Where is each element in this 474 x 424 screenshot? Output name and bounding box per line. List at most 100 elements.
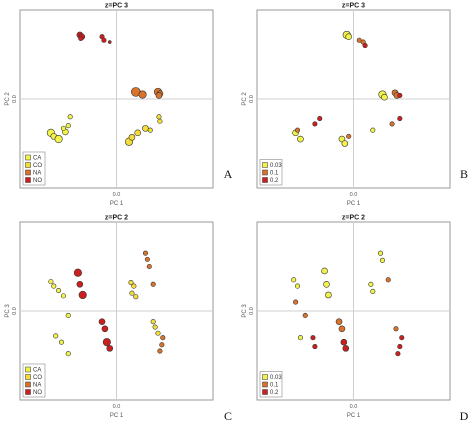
data-point [129,290,135,296]
data-point [395,351,401,357]
data-point [60,125,66,131]
x-tick-label: 0.0 [350,404,358,410]
data-point [385,277,391,283]
data-point [65,312,71,319]
data-point [377,250,384,256]
series-co [128,279,161,336]
data-point [393,326,399,332]
x-axis-label: PC 1 [347,201,361,207]
data-point [157,348,163,354]
data-point [338,325,346,333]
y-tick-label: 0.0 [12,95,18,103]
data-point [60,293,66,299]
data-point [150,319,156,325]
y-tick-label: 0.0 [12,307,18,315]
panel-letter: D [460,409,469,423]
data-point [297,135,304,143]
data-point [293,299,299,305]
data-point [342,345,350,352]
x-axis-label: PC 1 [110,201,124,207]
legend-swatch [25,366,31,373]
data-point [53,333,59,339]
data-point [302,312,308,319]
data-point [379,257,386,263]
y-axis-label: PC 2 [242,92,248,106]
series-0-2 [312,43,403,127]
data-point [397,344,403,350]
data-point [146,263,152,270]
data-point [323,280,330,288]
data-point [48,279,54,285]
data-point [397,116,403,122]
series-ca [48,279,71,357]
data-point [73,268,82,277]
legend-swatch [25,154,31,161]
series-co [124,114,163,146]
data-point [128,279,134,286]
series-ca [46,114,73,144]
series-na [131,87,164,99]
legend: 0.03 0.10.2 [259,159,282,186]
x-tick-label: 0.0 [350,192,358,198]
data-point [155,330,161,336]
data-point [345,33,352,41]
legend-entry: CA [33,156,41,162]
panel-letter: C [224,409,232,423]
data-point [335,318,343,325]
legend-entry: CA [33,368,41,374]
data-point [294,283,301,289]
legend-entry: CO [33,163,42,169]
data-point [310,335,316,341]
legend-swatch [25,177,31,183]
data-point [138,90,147,99]
x-axis-label: PC 1 [347,413,361,419]
data-point [147,127,153,133]
legend: 0.03 0.10.2 [259,371,282,398]
data-point [54,135,63,144]
legend-swatch [262,162,268,168]
data-point [133,294,139,300]
legend-entry: 0.03 [270,163,282,169]
data-point [159,342,165,348]
data-point [362,43,368,49]
data-point [78,290,87,300]
data-point [381,93,388,101]
series-0-03 [291,250,386,341]
data-point [160,335,166,341]
data-point [317,116,323,122]
data-point [399,335,405,341]
x-tick-label: 0.0 [113,192,121,198]
series-na [142,250,166,354]
panel-title: z=PC 2 [342,215,365,222]
y-axis-label: PC 3 [242,304,248,318]
data-point [107,40,112,44]
legend-entry: 0.2 [270,178,279,184]
legend-swatch [25,162,31,168]
legend-entry: NA [33,171,41,177]
data-point [157,118,163,124]
legend-swatch [262,169,268,176]
panel-d: z=PC 2PC 10.0PC 3 0.00.030.10.2D [242,215,469,424]
legend-entry: CO [33,375,42,381]
data-point [134,129,142,137]
data-point [370,288,376,294]
series-0-1 [293,277,399,333]
data-point [56,287,62,294]
data-point [312,344,318,350]
legend-swatch [262,177,268,183]
panel-letter: A [224,167,233,181]
data-point [101,37,107,43]
data-point [78,35,84,42]
series-no [76,31,112,44]
panel-title: z=PC 2 [105,215,128,222]
data-point [98,318,106,325]
data-point [370,127,376,133]
y-tick-label: 0.0 [249,95,255,103]
data-point [346,133,352,139]
data-point [291,277,297,283]
legend-entry: 0.2 [270,390,279,396]
data-point [389,121,395,127]
data-point [65,351,71,357]
data-point [321,267,328,275]
